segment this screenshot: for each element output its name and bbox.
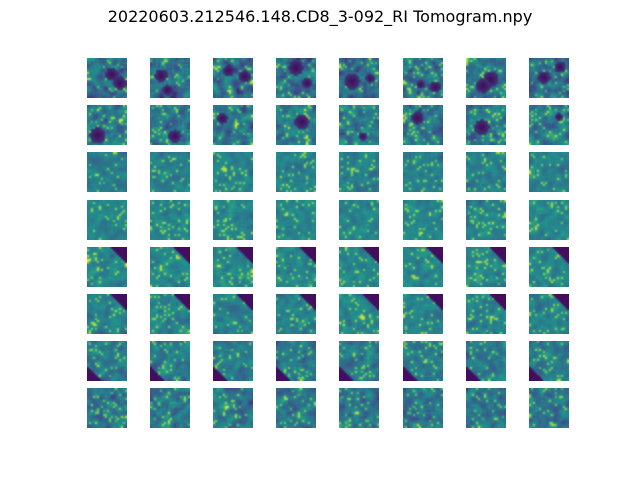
slice-tile-r6-c5 [339, 294, 379, 334]
slice-tile-r3-c4 [276, 152, 316, 192]
slice-tile-r3-c3 [213, 152, 253, 192]
slice-tile-r5-c3 [213, 247, 253, 287]
slice-tile-r7-c4 [276, 341, 316, 381]
slice-tile-r2-c5 [339, 105, 379, 145]
slice-tile-r3-c6 [403, 152, 443, 192]
slice-tile-r5-c6 [403, 247, 443, 287]
slice-tile-r2-c8 [529, 105, 569, 145]
slice-tile-r5-c1 [87, 247, 127, 287]
slice-tile-r3-c1 [87, 152, 127, 192]
slice-tile-r4-c4 [276, 200, 316, 240]
slice-tile-r8-c7 [466, 388, 506, 428]
slice-tile-r4-c1 [87, 200, 127, 240]
slice-tile-r2-c7 [466, 105, 506, 145]
slice-tile-r3-c8 [529, 152, 569, 192]
slice-tile-r6-c4 [276, 294, 316, 334]
slice-tile-r2-c6 [403, 105, 443, 145]
slice-tile-r5-c7 [466, 247, 506, 287]
slice-tile-r8-c4 [276, 388, 316, 428]
slice-tile-r1-c6 [403, 58, 443, 98]
slice-tile-r4-c6 [403, 200, 443, 240]
slice-tile-r1-c1 [87, 58, 127, 98]
slice-tile-r4-c8 [529, 200, 569, 240]
slice-tile-r6-c8 [529, 294, 569, 334]
slice-tile-r8-c2 [150, 388, 190, 428]
slice-tile-r6-c2 [150, 294, 190, 334]
slice-tile-r4-c5 [339, 200, 379, 240]
slice-tile-r1-c5 [339, 58, 379, 98]
slice-tile-r6-c7 [466, 294, 506, 334]
slice-tile-r6-c6 [403, 294, 443, 334]
slice-tile-r7-c6 [403, 341, 443, 381]
slice-tile-r1-c8 [529, 58, 569, 98]
slice-tile-r5-c5 [339, 247, 379, 287]
slice-tile-r1-c7 [466, 58, 506, 98]
slice-tile-r7-c7 [466, 341, 506, 381]
slice-tile-r7-c8 [529, 341, 569, 381]
slice-tile-r8-c1 [87, 388, 127, 428]
slice-tile-r2-c2 [150, 105, 190, 145]
slice-tile-r7-c1 [87, 341, 127, 381]
slice-tile-r2-c4 [276, 105, 316, 145]
slice-tile-r4-c7 [466, 200, 506, 240]
slice-tile-r4-c2 [150, 200, 190, 240]
slice-tile-r3-c7 [466, 152, 506, 192]
slice-tile-r7-c5 [339, 341, 379, 381]
slice-tile-r2-c1 [87, 105, 127, 145]
slice-tile-r8-c5 [339, 388, 379, 428]
slice-tile-r7-c2 [150, 341, 190, 381]
slice-tile-r7-c3 [213, 341, 253, 381]
slice-tile-r3-c2 [150, 152, 190, 192]
slice-tile-r5-c8 [529, 247, 569, 287]
slice-tile-r5-c2 [150, 247, 190, 287]
figure-title: 20220603.212546.148.CD8_3-092_RI Tomogra… [107, 7, 533, 26]
slice-tile-r8-c8 [529, 388, 569, 428]
slice-tile-r4-c3 [213, 200, 253, 240]
slice-tile-r1-c2 [150, 58, 190, 98]
slice-tile-r1-c4 [276, 58, 316, 98]
slice-tile-r1-c3 [213, 58, 253, 98]
slice-tile-r2-c3 [213, 105, 253, 145]
slice-tile-r8-c3 [213, 388, 253, 428]
slice-tile-r6-c1 [87, 294, 127, 334]
slice-tile-r6-c3 [213, 294, 253, 334]
slice-tile-r8-c6 [403, 388, 443, 428]
slice-tile-r5-c4 [276, 247, 316, 287]
slice-tile-r3-c5 [339, 152, 379, 192]
